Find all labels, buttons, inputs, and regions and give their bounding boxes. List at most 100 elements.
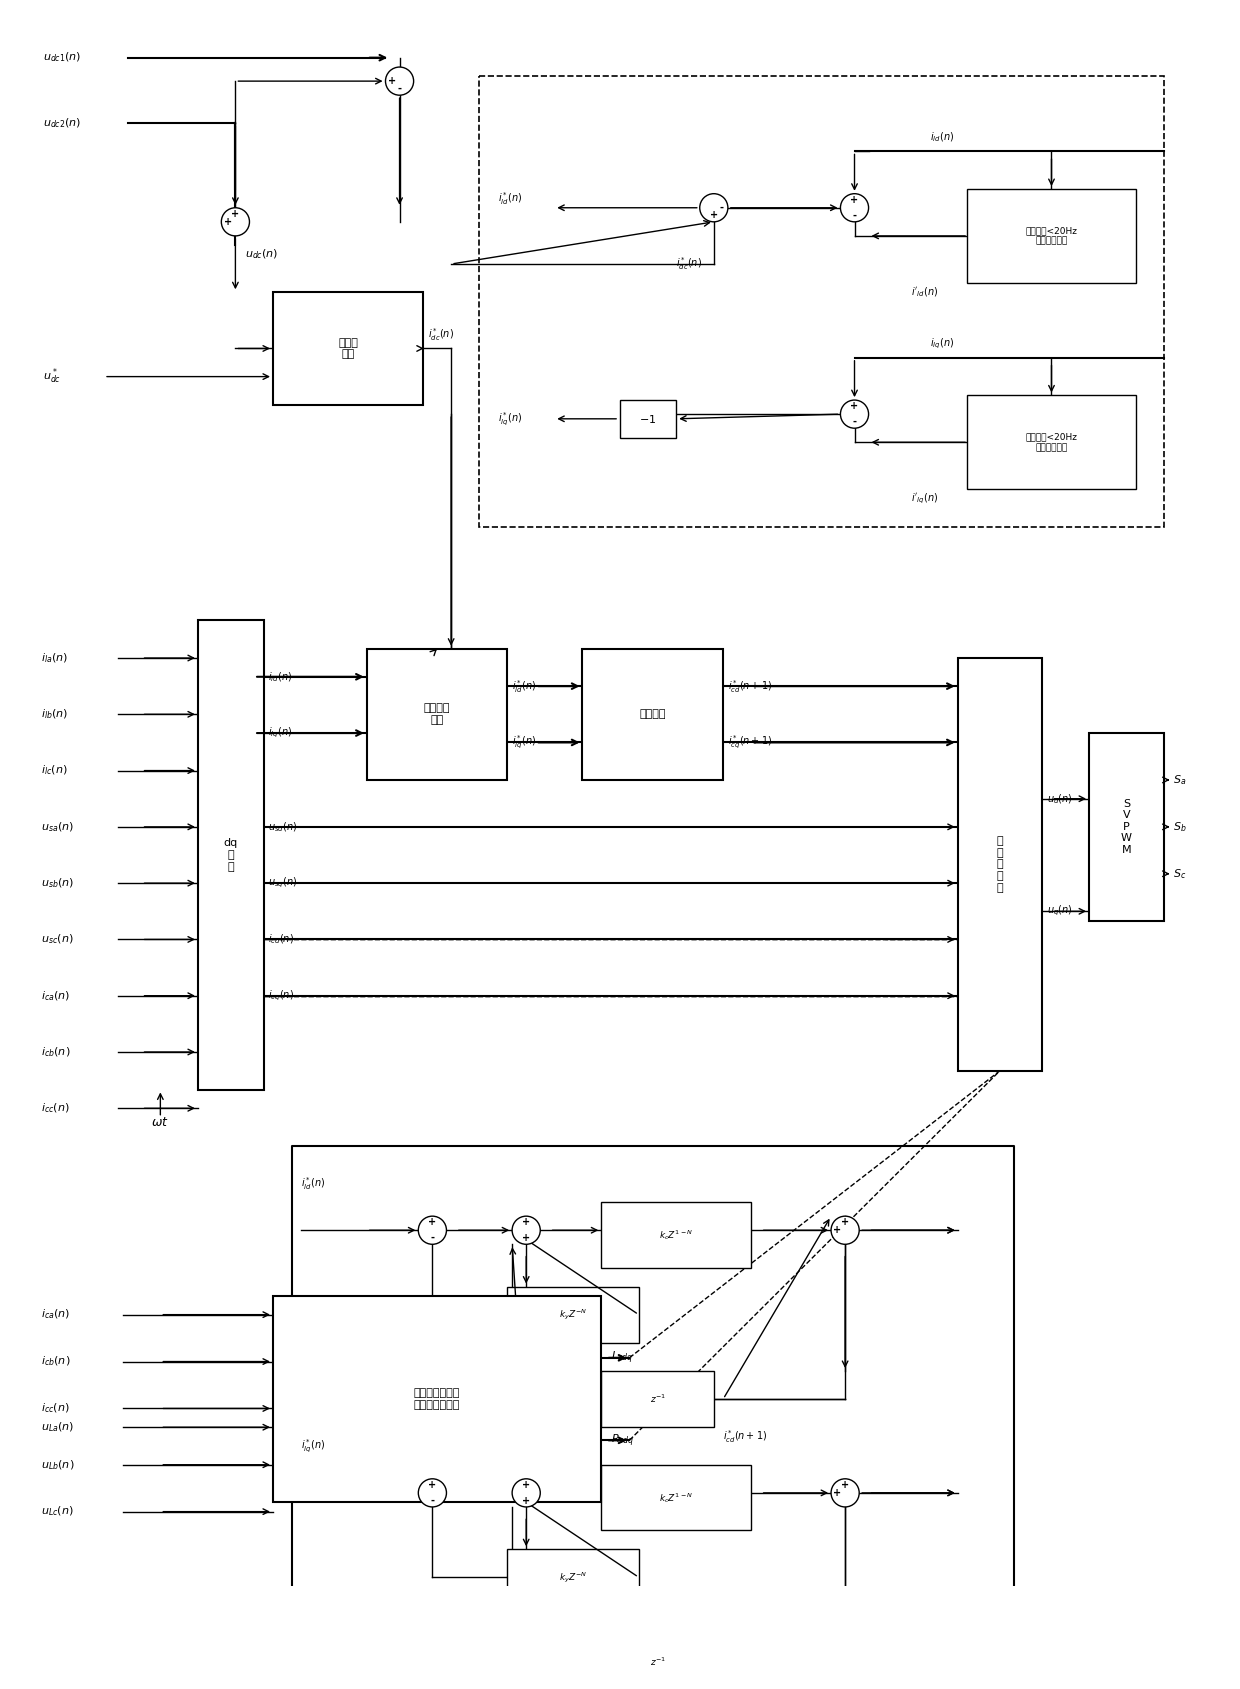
Text: $u_{sd}(n)$: $u_{sd}(n)$ [268, 821, 298, 834]
Text: $z^{-1}$: $z^{-1}$ [650, 1655, 666, 1669]
Circle shape [831, 1480, 859, 1507]
Text: 三相滤波器等效
电感、电阻检测: 三相滤波器等效 电感、电阻检测 [414, 1388, 460, 1410]
Text: $i_{cb}(n)$: $i_{cb}(n)$ [41, 1045, 71, 1059]
Text: $i_{dc}^*(n)$: $i_{dc}^*(n)$ [428, 326, 454, 343]
Text: $i_{cc}(n)$: $i_{cc}(n)$ [41, 1402, 69, 1415]
Bar [601, 1464, 751, 1530]
Text: -: - [430, 1233, 434, 1243]
Bar [957, 659, 1042, 1071]
Text: +: + [522, 1218, 531, 1228]
Text: $k_y Z^{-N}$: $k_y Z^{-N}$ [559, 1307, 587, 1322]
Bar [967, 189, 1136, 282]
Text: $u_d(n)$: $u_d(n)$ [1047, 792, 1073, 806]
Text: $u_{dc}(n)$: $u_{dc}(n)$ [244, 248, 278, 262]
Text: +: + [851, 194, 858, 204]
Text: $u_{La}(n)$: $u_{La}(n)$ [41, 1420, 74, 1434]
Circle shape [831, 1216, 859, 1245]
Text: $R_{sdq}$: $R_{sdq}$ [610, 1432, 634, 1449]
Text: $k_c Z^{1-N}$: $k_c Z^{1-N}$ [660, 1228, 693, 1241]
Bar [507, 1549, 639, 1606]
Bar [601, 1371, 714, 1427]
Bar [367, 649, 507, 780]
Circle shape [386, 68, 414, 95]
Text: $u_{dc1}(n)$: $u_{dc1}(n)$ [43, 51, 82, 64]
Text: $i^*_{ld}(n)$: $i^*_{ld}(n)$ [512, 677, 537, 694]
Text: $z^{-1}$: $z^{-1}$ [650, 1393, 666, 1405]
Text: $i_{cb}(n)$: $i_{cb}(n)$ [41, 1355, 71, 1368]
Text: $i^*_{ld}(n)$: $i^*_{ld}(n)$ [301, 1176, 326, 1192]
Bar [291, 1145, 1014, 1615]
Text: $i_{lq}(n)$: $i_{lq}(n)$ [268, 726, 293, 740]
Bar [967, 395, 1136, 490]
Text: +: + [851, 402, 858, 412]
Text: +: + [223, 216, 232, 226]
Text: $u_{Lb}(n)$: $u_{Lb}(n)$ [41, 1458, 74, 1471]
Text: $i_{ca}(n)$: $i_{ca}(n)$ [41, 990, 71, 1003]
Text: $i_{lc}(n)$: $i_{lc}(n)$ [41, 763, 68, 777]
Text: $u_{sq}(n)$: $u_{sq}(n)$ [268, 877, 298, 890]
Text: -: - [719, 203, 724, 213]
Text: 重复预测: 重复预测 [640, 709, 666, 720]
Text: $u_{dc2}(n)$: $u_{dc2}(n)$ [43, 117, 82, 130]
Text: $i_{cc}(n)$: $i_{cc}(n)$ [41, 1101, 69, 1115]
Text: +: + [833, 1488, 842, 1498]
Text: 无
差
拍
控
制: 无 差 拍 控 制 [997, 836, 1003, 892]
Text: $-1$: $-1$ [640, 412, 657, 426]
Text: $i_{cq}(n)$: $i_{cq}(n)$ [268, 988, 294, 1003]
Text: $S_a$: $S_a$ [1173, 774, 1187, 787]
Text: $\omega t$: $\omega t$ [151, 1116, 169, 1128]
Text: +: + [522, 1496, 531, 1505]
Text: +: + [232, 209, 239, 220]
Bar [601, 1633, 714, 1689]
Circle shape [512, 1216, 541, 1245]
Text: -: - [853, 211, 857, 221]
Circle shape [418, 1216, 446, 1245]
Bar [273, 292, 423, 405]
Text: $u_{sc}(n)$: $u_{sc}(n)$ [41, 932, 73, 946]
Text: $i'_{ld}(n)$: $i'_{ld}(n)$ [911, 285, 937, 299]
Text: 谐波电流
检测: 谐波电流 检测 [424, 704, 450, 725]
Text: +: + [709, 211, 718, 221]
Text: +: + [522, 1233, 531, 1243]
Text: $i^*_{lq}(n)$: $i^*_{lq}(n)$ [512, 733, 537, 752]
Bar [583, 649, 723, 780]
Circle shape [418, 1480, 446, 1507]
Text: +: + [833, 1225, 842, 1235]
Text: -: - [430, 1496, 434, 1505]
Text: +: + [522, 1480, 531, 1490]
Text: +: + [428, 1218, 436, 1228]
Text: $i_{dc}^*(n)$: $i_{dc}^*(n)$ [676, 255, 702, 272]
Text: $i_{ld}(n)$: $i_{ld}(n)$ [268, 671, 293, 684]
Bar [601, 1203, 751, 1268]
Text: $k_c Z^{1-N}$: $k_c Z^{1-N}$ [660, 1491, 693, 1505]
Text: $i^*_{cq}(n+1)$: $i^*_{cq}(n+1)$ [728, 733, 773, 752]
Bar [1089, 733, 1164, 921]
Text: $i^*_{lq}(n)$: $i^*_{lq}(n)$ [301, 1437, 326, 1454]
Circle shape [699, 194, 728, 221]
Text: $u_q(n)$: $u_q(n)$ [1047, 904, 1073, 919]
Text: S
V
P
W
M: S V P W M [1121, 799, 1132, 855]
Text: +: + [428, 1480, 436, 1490]
Text: $i_{ld}^*(n)$: $i_{ld}^*(n)$ [498, 189, 523, 206]
Bar [273, 1295, 601, 1502]
Text: $S_c$: $S_c$ [1173, 866, 1187, 880]
Bar [480, 76, 1164, 527]
Text: $i_{ld}(n)$: $i_{ld}(n)$ [930, 130, 954, 144]
Text: -: - [853, 417, 857, 427]
Text: $i_{la}(n)$: $i_{la}(n)$ [41, 652, 68, 665]
Text: $k_y Z^{-N}$: $k_y Z^{-N}$ [559, 1571, 587, 1584]
Bar [620, 400, 676, 437]
Text: $i_{cd}(n)$: $i_{cd}(n)$ [268, 932, 294, 946]
Text: dq
变
换: dq 变 换 [223, 838, 238, 872]
Text: $i_{lb}(n)$: $i_{lb}(n)$ [41, 708, 68, 721]
Bar [507, 1287, 639, 1343]
Text: $u_{sb}(n)$: $u_{sb}(n)$ [41, 877, 74, 890]
Text: $i^*_{cd}(n+1)$: $i^*_{cd}(n+1)$ [723, 1429, 768, 1446]
Text: -: - [398, 84, 402, 95]
Text: +: + [841, 1218, 849, 1228]
Text: +: + [388, 76, 396, 86]
Text: $i_{lq}^*(n)$: $i_{lq}^*(n)$ [498, 410, 523, 427]
Text: $L_{sdq}$: $L_{sdq}$ [610, 1350, 632, 1366]
Text: $u_{sa}(n)$: $u_{sa}(n)$ [41, 821, 74, 834]
Text: 截止频率<20Hz
的低通滤波器: 截止频率<20Hz 的低通滤波器 [1025, 226, 1078, 245]
